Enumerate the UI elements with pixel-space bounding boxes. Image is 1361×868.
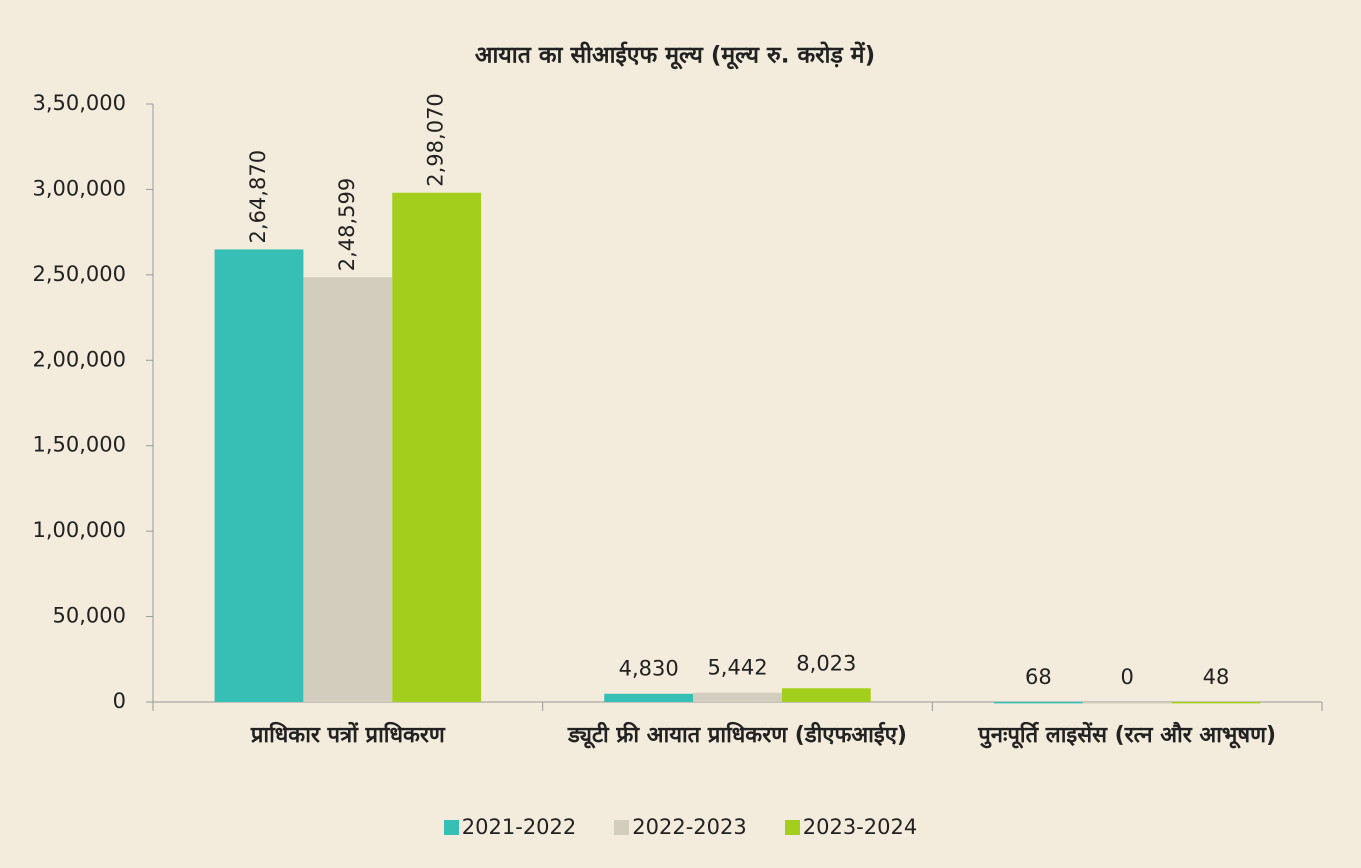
data-label: 68 [1025, 665, 1052, 689]
bar [993, 701, 1083, 704]
x-tick-label: पुनःपूर्ति लाइसेंस (रत्न और आभूषण) [978, 723, 1277, 748]
data-label: 4,830 [619, 657, 679, 681]
y-tick-label: 3,00,000 [32, 176, 126, 200]
data-label: 5,442 [707, 656, 767, 680]
y-tick-label: 50,000 [53, 604, 126, 628]
legend-label: 2022-2023 [632, 815, 747, 839]
bar [781, 688, 871, 702]
bar [214, 249, 304, 702]
legend-label: 2021-2022 [461, 815, 577, 839]
legend: 2021-2022 2022-2023 2023-2024 [0, 815, 1361, 839]
x-tick-label: ड्यूटी फ्री आयात प्राधिकरण (डीएफआईए) [568, 723, 907, 748]
y-tick-label: 1,50,000 [32, 433, 126, 457]
bar [392, 192, 482, 702]
data-label: 8,023 [796, 651, 856, 675]
x-tick-label: प्राधिकार पत्रों प्राधिकरण [250, 723, 445, 748]
legend-swatch [614, 819, 630, 835]
y-tick-label: 3,50,000 [32, 91, 126, 115]
bar [693, 692, 782, 702]
y-tick-label: 2,00,000 [32, 347, 126, 371]
bar [1082, 702, 1172, 704]
data-label: 2,98,070 [424, 93, 448, 187]
data-label: 2,64,870 [246, 150, 270, 244]
legend-label: 2023-2024 [802, 815, 918, 839]
bar [303, 277, 393, 702]
chart-title: आयात का सीआईएफ मूल्य (मूल्य रु. करोड़ मे… [475, 41, 875, 70]
bar [604, 693, 694, 702]
legend-item: 2021-2022 [443, 815, 577, 839]
bar [1171, 701, 1261, 704]
y-tick-label: 2,50,000 [32, 262, 126, 286]
legend-swatch [784, 819, 800, 835]
data-label: 48 [1203, 665, 1230, 689]
y-tick-label: 1,00,000 [32, 518, 126, 542]
legend-item: 2023-2024 [784, 815, 918, 839]
legend-swatch [443, 819, 459, 835]
data-label: 2,48,599 [335, 178, 359, 272]
legend-item: 2022-2023 [614, 815, 747, 839]
data-label: 0 [1120, 665, 1133, 689]
y-tick-label: 0 [113, 689, 126, 713]
